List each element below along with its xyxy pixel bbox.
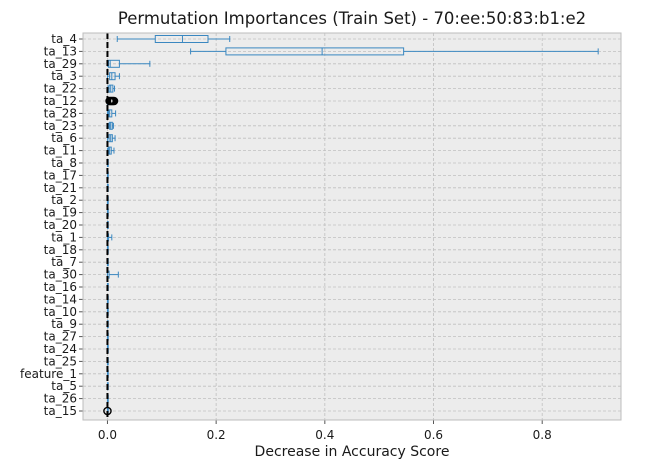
y-tick-label: ta_20 — [44, 218, 77, 232]
y-tick-label: ta_1 — [51, 230, 77, 244]
iqr-box — [109, 72, 116, 81]
y-tick-label: ta_23 — [44, 119, 77, 133]
y-tick-label: ta_17 — [44, 168, 77, 182]
iqr-box — [154, 35, 209, 43]
y-tick-label: feature_1 — [20, 367, 77, 381]
y-tick-label: ta_28 — [44, 106, 77, 120]
flier-point — [109, 96, 119, 106]
y-tick-label: ta_19 — [44, 206, 77, 220]
y-tick-label: ta_5 — [51, 379, 77, 393]
y-tick-label: ta_21 — [44, 181, 77, 195]
y-tick-label: ta_29 — [44, 57, 77, 71]
y-tick-label: ta_9 — [51, 317, 77, 331]
y-tick-label: ta_16 — [44, 280, 77, 294]
y-tick-label: ta_22 — [44, 82, 77, 96]
plot-frame — [82, 32, 622, 421]
y-tick-label: ta_12 — [44, 94, 77, 108]
y-tick-label: ta_2 — [51, 193, 77, 207]
y-tick-label: ta_30 — [44, 268, 77, 282]
plot-area — [83, 33, 621, 420]
y-tick-label: ta_11 — [44, 144, 77, 158]
y-tick-label: ta_26 — [44, 392, 77, 406]
y-tick-label: ta_18 — [44, 243, 77, 257]
iqr-box — [108, 59, 120, 68]
box-ta_23 — [108, 121, 114, 130]
iqr-box — [108, 109, 113, 118]
x-tick-label: 0.2 — [207, 428, 226, 442]
y-tick-label: ta_13 — [44, 44, 77, 58]
y-tick-label: ta_15 — [44, 404, 77, 418]
y-tick-label: ta_7 — [51, 255, 77, 269]
y-tick-label: ta_3 — [51, 69, 77, 83]
y-tick-label: ta_6 — [51, 131, 77, 145]
y-tick-label: ta_4 — [51, 32, 77, 46]
x-axis-label: Decrease in Accuracy Score — [255, 444, 450, 460]
iqr-box — [225, 47, 405, 56]
chart-title: Permutation Importances (Train Set) - 70… — [118, 9, 586, 28]
box-ta_6 — [106, 134, 116, 143]
x-tick-label: 0.4 — [315, 428, 334, 442]
x-tick-label: 0.6 — [424, 428, 443, 442]
x-tick-label: 0.8 — [533, 428, 552, 442]
y-tick-label: ta_8 — [51, 156, 77, 170]
y-tick-label: ta_24 — [44, 342, 77, 356]
box-ta_4 — [116, 35, 231, 43]
x-tick-label: 0.0 — [98, 428, 117, 442]
y-tick-label: ta_25 — [44, 354, 77, 368]
y-tick-label: ta_10 — [44, 305, 77, 319]
y-tick-label: ta_27 — [44, 330, 77, 344]
box-ta_13 — [190, 47, 599, 56]
y-tick-label: ta_14 — [44, 292, 77, 306]
